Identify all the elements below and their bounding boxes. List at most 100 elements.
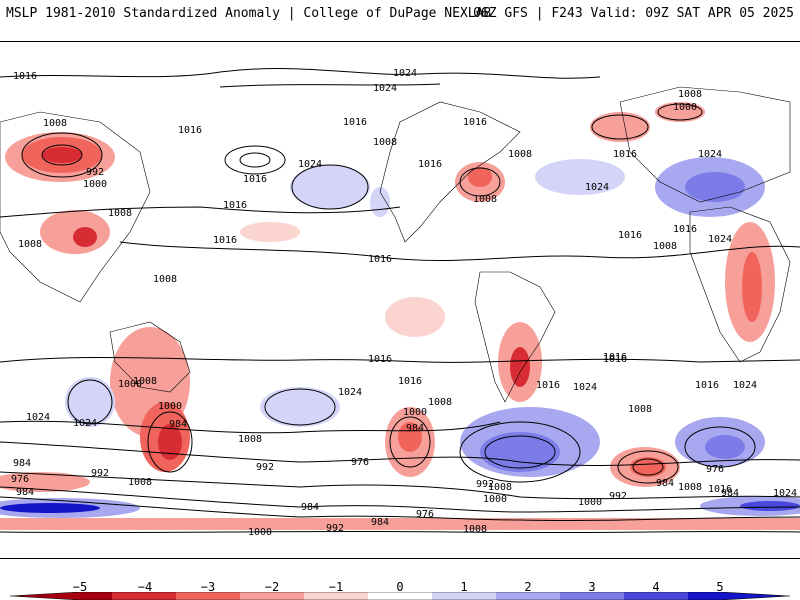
colorbar-tick: 0: [396, 580, 404, 594]
isobar-label: 1024: [298, 159, 322, 170]
isobar-label: 976: [351, 457, 369, 468]
colorbar-tick: −2: [264, 580, 280, 594]
isobar-label: 1008: [18, 239, 42, 250]
isobar-label: 1000: [158, 401, 182, 412]
isobar-label: 1024: [373, 83, 397, 94]
colorbar-segment-pos1: [432, 592, 496, 600]
map-svg: 1016 1024 1024 1008 1000 1008 1016 1016 …: [0, 68, 800, 538]
isobar-label: 992: [609, 491, 627, 502]
colorbar-segment-neg1: [304, 592, 368, 600]
isobar-label: 1024: [573, 382, 597, 393]
isobar-label: 1008: [678, 89, 702, 100]
isobar-label: 1016: [463, 117, 487, 128]
colorbar-segment-neg5: [10, 592, 80, 600]
colorbar-tick: −4: [137, 580, 153, 594]
isobar-label: 984: [169, 419, 187, 430]
isobar-label: 1000: [118, 379, 142, 390]
isobar-label: 1024: [698, 149, 722, 160]
isobar-label: 1016: [13, 71, 37, 82]
isobar-label: 1008: [128, 477, 152, 488]
isobar-label: 1000: [403, 407, 427, 418]
isobar-label: 992: [326, 523, 344, 534]
colorbar-segment-pos2: [496, 592, 560, 600]
isobar-label: 1016: [213, 235, 237, 246]
coastlines: [0, 86, 791, 403]
isobar-labels: 1016 1024 1024 1008 1000 1008 1016 1016 …: [11, 68, 797, 538]
isobar-label: 1008: [508, 149, 532, 160]
colorbar-labels: −5 −4 −3 −2 −1 0 1 2 3 4 5: [0, 580, 800, 600]
colorbar-outline: [9, 592, 791, 600]
isobar-label: 984: [16, 487, 34, 498]
isobar-label: 992: [91, 468, 109, 479]
isobar-label: 1016: [418, 159, 442, 170]
isobar-label: 976: [416, 509, 434, 520]
isobar-label: 1008: [488, 482, 512, 493]
isobar-label: 1016: [368, 354, 392, 365]
isobar-label: 984: [13, 458, 31, 469]
isobar-label: 992: [476, 479, 494, 490]
isobar-label: 1008: [133, 376, 157, 387]
colorbar-segment-zero: [368, 592, 432, 600]
isobar-label: 984: [721, 488, 739, 499]
colorbar-segment-pos4: [624, 592, 688, 600]
isobar-label: 992: [256, 462, 274, 473]
isobar-label: 976: [11, 474, 29, 485]
colorbar-segment-neg5b: [80, 592, 112, 600]
colorbar-tick: 1: [460, 580, 468, 594]
isobar-label: 984: [406, 423, 424, 434]
isobar-label: 1008: [238, 434, 262, 445]
isobar-label: 1008: [153, 274, 177, 285]
isobar-label: 1024: [393, 68, 417, 79]
isobar-label: 1016: [178, 125, 202, 136]
colorbar-segment-neg2: [240, 592, 304, 600]
isobar-label: 1008: [108, 208, 132, 219]
isobar-label: 1024: [26, 412, 50, 423]
header: MSLP 1981-2010 Standardized Anomaly | Co…: [0, 0, 800, 32]
isobar-label: 1000: [673, 102, 697, 113]
map-title: MSLP 1981-2010 Standardized Anomaly | Co…: [6, 6, 492, 21]
isobar-label: 984: [301, 502, 319, 513]
isobar-label: 1008: [43, 118, 67, 129]
isobar-label: 1000: [578, 497, 602, 508]
anomaly-map: 1016 1024 1024 1008 1000 1008 1016 1016 …: [0, 41, 800, 559]
isobar-label: 1016: [368, 254, 392, 265]
colorbar-tick: −5: [72, 580, 88, 594]
colorbar-tick: 3: [588, 580, 596, 594]
isobar-label: 1008: [653, 241, 677, 252]
isobar-label: 1024: [773, 488, 797, 499]
model-run-info: 06Z GFS | F243 Valid: 09Z SAT APR 05 202…: [473, 6, 794, 21]
colorbar-tick: 2: [524, 580, 532, 594]
isobar-label: 1016: [673, 224, 697, 235]
isobar-label: 1008: [428, 397, 452, 408]
isobar-label: 1016: [603, 354, 627, 365]
isobar-label: 1024: [585, 182, 609, 193]
isobar-label: 1016: [618, 230, 642, 241]
isobar-label: 1008: [678, 482, 702, 493]
isobar-label: 992: [86, 167, 104, 178]
colorbar: [9, 592, 791, 600]
isobar-label: 1008: [473, 194, 497, 205]
colorbar-tick: −3: [200, 580, 216, 594]
isobar-label: 1024: [338, 387, 362, 398]
isobar-label: 1016: [243, 174, 267, 185]
isobar-label: 1016: [223, 200, 247, 211]
colorbar-tick: −1: [328, 580, 344, 594]
isobar-label: 1008: [463, 524, 487, 535]
isobar-label: 1016: [708, 484, 732, 495]
isobar-label: 984: [656, 478, 674, 489]
colorbar-tick: 5: [716, 580, 724, 594]
colorbar-segment-neg3: [176, 592, 240, 600]
isobar-label: 1016: [343, 117, 367, 128]
isobar-label: 1024: [733, 380, 757, 391]
isobar-label: 1000: [483, 494, 507, 505]
colorbar-segment-pos3: [560, 592, 624, 600]
isobar-label: 1024: [73, 418, 97, 429]
isobar-label: 1016: [536, 380, 560, 391]
isobar-label: 1016: [695, 380, 719, 391]
isobar-label: 1000: [248, 527, 272, 538]
isobar-label: 976: [706, 464, 724, 475]
colorbar-segment-pos5: [688, 592, 720, 600]
isobar-label: 1008: [373, 137, 397, 148]
isobar-label: 984: [371, 517, 389, 528]
isobars: [0, 68, 800, 534]
